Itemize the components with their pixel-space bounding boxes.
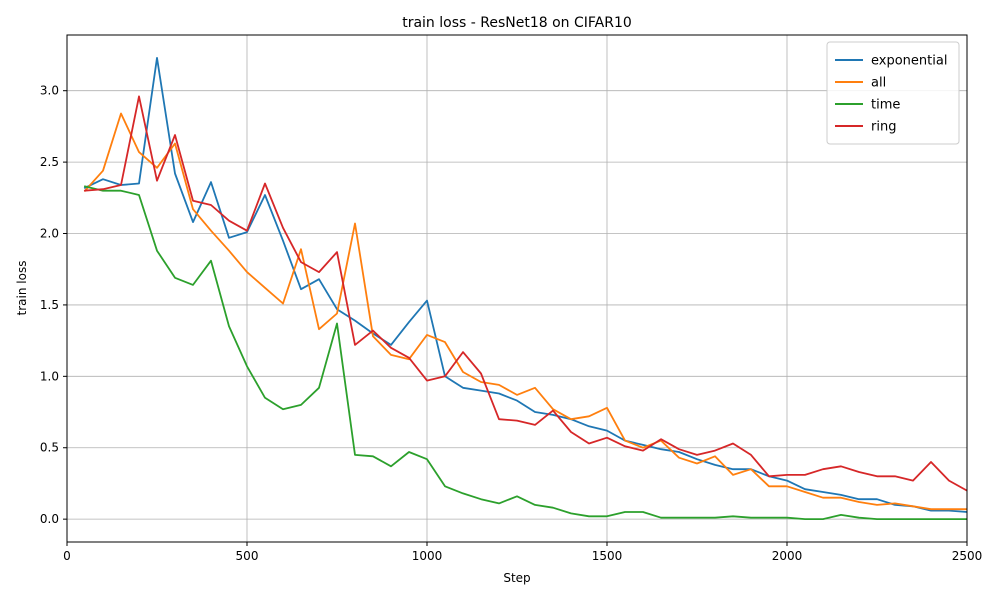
x-tick-label: 0: [63, 549, 71, 563]
legend-label: all: [871, 76, 886, 91]
series-lines: [83, 57, 967, 520]
y-tick-label: 1.5: [40, 298, 59, 312]
y-tick-label: 1.0: [40, 369, 59, 383]
legend-box: [826, 41, 960, 145]
x-axis-label: Step: [503, 571, 530, 585]
legend-label: ring: [871, 120, 896, 135]
plot-frame: [66, 34, 968, 543]
series-line-exponential: [83, 57, 967, 513]
series-line-time: [83, 185, 967, 520]
series-line-ring: [84, 95, 967, 492]
y-tick-label: 2.5: [40, 155, 59, 169]
x-tick-label: 500: [236, 549, 259, 563]
y-axis-label: train loss: [15, 261, 29, 316]
legend-label: exponential: [871, 54, 947, 69]
y-tick-label: 3.0: [40, 84, 59, 98]
chart-title: train loss - ResNet18 on CIFAR10: [402, 15, 632, 31]
x-axis: 0 500 1000 1500 2000 2500: [63, 542, 982, 563]
y-tick-label: 2.0: [40, 227, 59, 241]
x-tick-label: 2500: [952, 549, 983, 563]
y-tick-label: 0.0: [40, 512, 59, 526]
series-line-all: [83, 112, 967, 511]
legend: exponential all time ring: [826, 41, 960, 145]
x-tick-label: 1000: [412, 549, 443, 563]
y-tick-label: 0.5: [40, 441, 59, 455]
y-axis: 0.0 0.5 1.0 1.5 2.0 2.5 3.0: [40, 84, 67, 526]
x-tick-label: 1500: [592, 549, 623, 563]
x-tick-label: 2000: [772, 549, 803, 563]
legend-label: time: [871, 98, 900, 113]
